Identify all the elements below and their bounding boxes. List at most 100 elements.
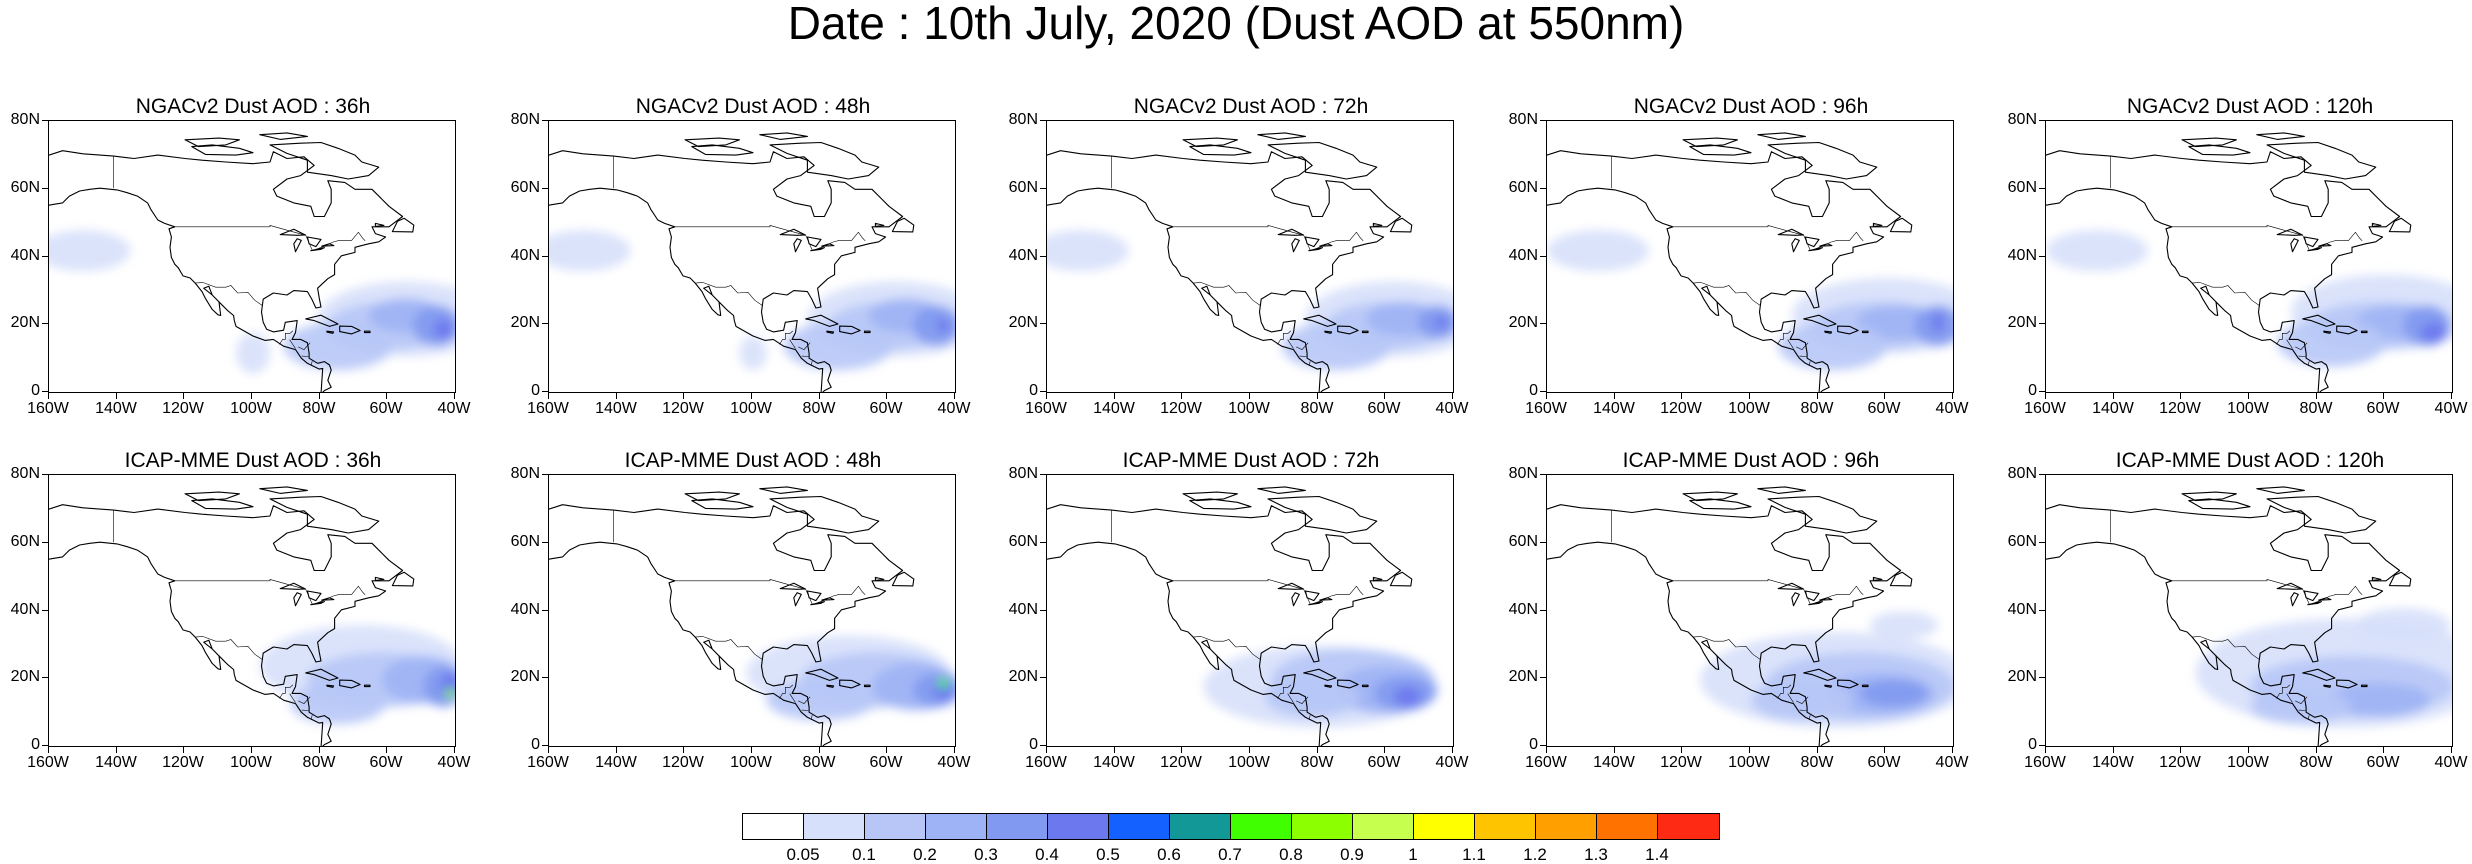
country-border [1193, 282, 1260, 305]
lake-outline [2304, 237, 2318, 247]
lake-outline [1292, 593, 1300, 606]
colorbar-box [743, 814, 804, 839]
x-tick-label: 160W [23, 755, 73, 771]
island-outline [760, 487, 808, 494]
island-outline [1873, 577, 1882, 580]
y-tick [1040, 323, 1046, 324]
x-tick-label: 160W [2020, 755, 2070, 771]
x-tick-label: 100W [1724, 755, 1774, 771]
lake-outline [1792, 593, 1800, 606]
y-tick-label: 80N [994, 112, 1038, 128]
lake-outline [1820, 244, 1832, 246]
x-tick [886, 747, 887, 753]
dust-aod-shading [1700, 612, 1954, 728]
y-tick-label: 20N [1993, 315, 2037, 331]
y-tick [1040, 542, 1046, 543]
y-tick [42, 188, 48, 189]
y-tick-label: 60N [1993, 534, 2037, 550]
x-tick-label: 140W [1089, 755, 1139, 771]
y-tick [1040, 391, 1046, 392]
x-tick [48, 393, 49, 399]
island-outline [1890, 218, 1911, 232]
y-tick-label: 20N [1494, 669, 1538, 685]
y-tick [42, 610, 48, 611]
map-svg [49, 475, 456, 747]
lake-outline [2291, 593, 2299, 606]
y-tick [542, 323, 548, 324]
x-tick [2383, 747, 2384, 753]
dust-aod-region [1547, 230, 1649, 271]
lake-outline [1292, 239, 1300, 252]
x-tick-label: 140W [1589, 755, 1639, 771]
island-outline [1390, 218, 1411, 232]
x-tick-label: 160W [1521, 401, 1571, 417]
colorbar-label: 1.1 [1449, 846, 1499, 863]
y-tick-label: 80N [1993, 112, 2037, 128]
y-tick-label: 80N [1494, 112, 1538, 128]
x-tick [2180, 747, 2181, 753]
colorbar-box [1048, 814, 1109, 839]
x-tick [886, 393, 887, 399]
x-tick-label: 140W [91, 755, 141, 771]
panel-title: NGACv2 Dust AOD : 72h [1046, 95, 1456, 119]
dust-aod-region [284, 322, 393, 370]
lake-outline [807, 591, 821, 601]
y-tick [542, 677, 548, 678]
island-outline [270, 497, 379, 534]
country-border [1693, 282, 1760, 305]
colorbar-box [1353, 814, 1414, 839]
colorbar-label: 0.4 [1022, 846, 1072, 863]
x-tick [1817, 747, 1818, 753]
island-outline [1758, 487, 1806, 494]
lake-outline [1305, 591, 1319, 601]
lake-outline [1305, 237, 1319, 247]
colorbar-box [1536, 814, 1597, 839]
y-tick-label: 60N [994, 180, 1038, 196]
lake-outline [811, 602, 825, 605]
y-tick [2039, 323, 2045, 324]
x-tick [616, 747, 617, 753]
y-tick [1540, 256, 1546, 257]
map-svg [1547, 121, 1954, 393]
y-tick-label: 0 [496, 383, 540, 399]
country-border [1173, 579, 1363, 604]
y-tick [1040, 188, 1046, 189]
lake-outline [2308, 248, 2322, 251]
country-border [175, 579, 365, 604]
panel-title: ICAP-MME Dust AOD : 36h [48, 449, 458, 473]
y-tick [1040, 120, 1046, 121]
x-tick [116, 747, 117, 753]
island-outline [1890, 572, 1911, 586]
colorbar-box [987, 814, 1048, 839]
y-tick [42, 256, 48, 257]
x-tick-label: 100W [1724, 401, 1774, 417]
colorbar-box [804, 814, 865, 839]
lake-outline [794, 239, 802, 252]
x-tick-label: 100W [226, 755, 276, 771]
x-tick [1317, 393, 1318, 399]
island-outline [1768, 497, 1877, 534]
dust-aod-region [433, 319, 453, 339]
x-tick-label: 40W [2426, 401, 2472, 417]
x-tick-label: 40W [1927, 755, 1977, 771]
x-tick-label: 60W [361, 755, 411, 771]
y-tick [42, 745, 48, 746]
x-tick [1046, 393, 1047, 399]
dust-aod-region [1778, 322, 1887, 370]
coastline [2046, 188, 2320, 393]
x-tick-label: 100W [2223, 755, 2273, 771]
panel-title: ICAP-MME Dust AOD : 120h [2045, 449, 2455, 473]
x-tick-label: 160W [523, 401, 573, 417]
lake-outline [1792, 239, 1800, 252]
colorbar-label: 0.3 [961, 846, 1011, 863]
dust-aod-shading [1047, 230, 1454, 370]
dust-aod-region [549, 230, 631, 271]
y-tick [1540, 542, 1546, 543]
x-tick-label: 160W [1521, 755, 1571, 771]
x-tick [2451, 393, 2452, 399]
colorbar-label: 0.9 [1327, 846, 1377, 863]
island-outline [392, 218, 413, 232]
y-tick-label: 40N [1993, 602, 2037, 618]
x-tick [616, 393, 617, 399]
y-tick-label: 40N [0, 248, 40, 264]
